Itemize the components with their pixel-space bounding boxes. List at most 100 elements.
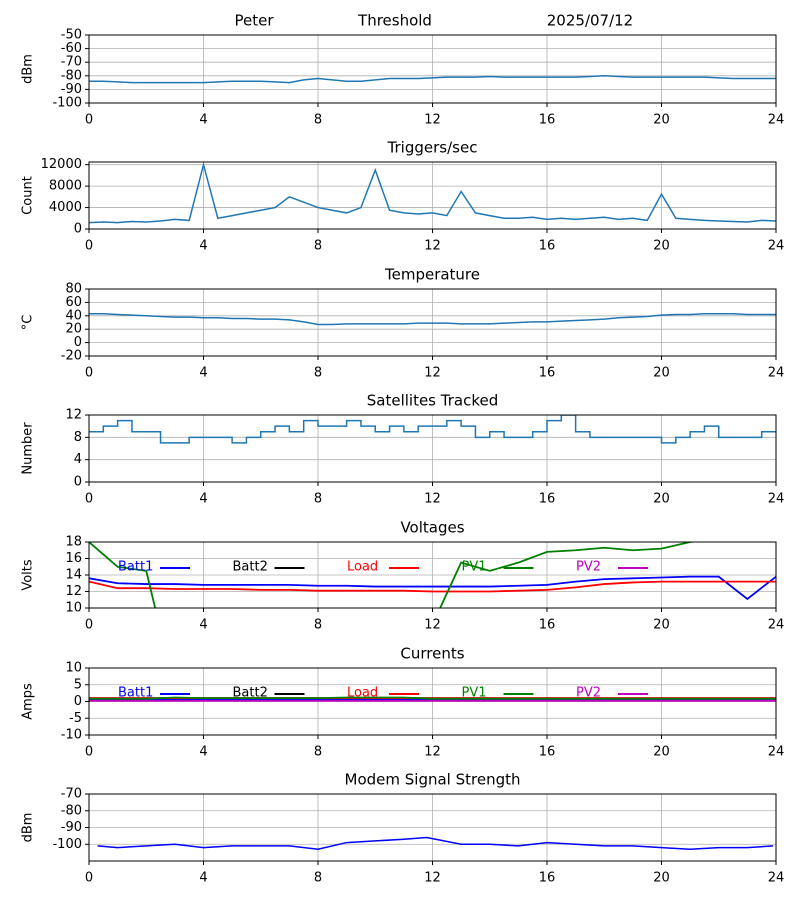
chart-date: 2025/07/12	[547, 12, 633, 30]
x-tick-label: 8	[314, 618, 322, 633]
x-tick-label: 20	[653, 871, 670, 886]
x-tick-label: 24	[768, 871, 785, 886]
y-tick-label: 4000	[49, 200, 82, 215]
y-tick-label: 60	[65, 295, 82, 310]
y-tick-label: -90	[61, 820, 82, 835]
x-tick-label: 24	[768, 113, 785, 128]
series-line	[89, 542, 697, 608]
y-tick-label: -100	[52, 837, 82, 852]
axes-frame	[88, 541, 777, 609]
legend-label: PV2	[576, 560, 601, 575]
series-line	[89, 75, 776, 84]
x-tick-label: 0	[85, 366, 93, 381]
x-tick-label: 4	[199, 492, 207, 507]
series-line	[89, 313, 776, 326]
subplot: 0 4 8 12 16 20 24 -100-90-80-70-60-50 Peter Thres…	[21, 12, 785, 128]
chart-title: Voltages	[400, 519, 464, 537]
x-tick-label: 4	[199, 239, 207, 254]
x-tick-label: 12	[424, 492, 441, 507]
subplot: 0 4 8 12 16 20 24 0 4 8 12 Satellites Tracked Number	[21, 392, 785, 507]
y-tick-label: 0	[74, 694, 82, 709]
x-tick-label: 0	[85, 492, 93, 507]
x-tick-label: 16	[539, 618, 556, 633]
y-tick-label: 5	[74, 677, 82, 692]
y-tick-label: -80	[61, 803, 82, 818]
x-tick-label: 20	[653, 366, 670, 381]
x-tick-label: 8	[314, 745, 322, 760]
y-tick-label: 18	[65, 535, 82, 550]
y-axis-label: °C	[21, 315, 36, 331]
x-tick-label: 16	[539, 745, 556, 760]
y-tick-label: 16	[65, 551, 82, 566]
y-tick-label: -70	[61, 55, 82, 70]
x-tick-label: 20	[653, 745, 670, 760]
x-tick-label: 8	[314, 871, 322, 886]
subplot: 0 4 8 12 16 20 24 -100 -90 -80-70 Modem Signal Str…	[21, 771, 785, 886]
axes-frame	[88, 667, 777, 736]
legend-label: Batt1	[118, 686, 153, 701]
y-tick-label: 0	[74, 222, 82, 237]
legend-label: Batt2	[233, 686, 268, 701]
y-tick-label: -70	[61, 787, 82, 802]
x-tick-label: 12	[424, 745, 441, 760]
y-tick-label: -60	[61, 41, 82, 56]
y-tick-label: 8	[74, 430, 82, 445]
y-tick-label: -100	[52, 96, 82, 111]
x-tick-label: 20	[653, 239, 670, 254]
y-tick-label: 14	[65, 568, 82, 583]
legend-label: Load	[347, 560, 378, 575]
x-tick-label: 0	[85, 871, 93, 886]
x-tick-label: 0	[85, 618, 93, 633]
x-tick-label: 8	[314, 492, 322, 507]
x-tick-label: 12	[424, 239, 441, 254]
x-tick-label: 24	[768, 618, 785, 633]
axes-frame	[88, 414, 777, 483]
x-tick-label: 12	[424, 366, 441, 381]
legend-label: Load	[347, 686, 378, 701]
x-tick-label: 16	[539, 113, 556, 128]
legend-label: PV2	[576, 686, 601, 701]
chart-title: Triggers/sec	[387, 139, 478, 157]
series-line	[89, 580, 776, 593]
x-tick-label: 20	[653, 113, 670, 128]
x-tick-label: 0	[85, 745, 93, 760]
y-tick-label: 8000	[49, 179, 82, 194]
y-tick-label: 40	[65, 308, 82, 323]
axes-frame	[88, 34, 777, 104]
y-tick-label: 12000	[41, 157, 82, 172]
x-tick-label: 8	[314, 239, 322, 254]
y-tick-label: 80	[65, 282, 82, 297]
x-tick-label: 4	[199, 871, 207, 886]
y-tick-label: 10	[65, 661, 82, 676]
x-tick-label: 20	[653, 618, 670, 633]
series-line	[97, 836, 774, 851]
x-tick-label: 24	[768, 239, 785, 254]
chart-title: Satellites Tracked	[367, 392, 498, 410]
x-tick-label: 0	[85, 239, 93, 254]
x-tick-label: 12	[424, 113, 441, 128]
x-tick-label: 16	[539, 239, 556, 254]
x-tick-label: 16	[539, 871, 556, 886]
axes-frame	[88, 161, 777, 230]
x-tick-label: 4	[199, 113, 207, 128]
x-tick-label: 4	[199, 366, 207, 381]
y-tick-label: -5	[69, 711, 82, 726]
x-tick-label: 20	[653, 492, 670, 507]
subplot: 0 4 8 12 16 20 24 0 4000 8000 12000 Triggers/sec Cou…	[21, 139, 785, 254]
y-tick-label: 12	[65, 408, 82, 423]
y-axis-label: Count	[21, 176, 36, 215]
legend-label: Batt1	[118, 560, 153, 575]
y-axis-label: Amps	[21, 683, 36, 720]
chart-name: Peter	[234, 12, 274, 30]
x-tick-label: 8	[314, 366, 322, 381]
x-tick-label: 0	[85, 113, 93, 128]
y-axis-label: Volts	[21, 559, 36, 591]
y-tick-label: -50	[61, 28, 82, 43]
x-tick-label: 16	[539, 492, 556, 507]
y-tick-label: 4	[74, 452, 82, 467]
y-tick-label: 0	[74, 335, 82, 350]
series-line	[89, 575, 776, 601]
subplot: 0 4 8 12 16 20 24 -10 -5 0 510 Currents Amps Batt1 Bat…	[21, 645, 785, 760]
